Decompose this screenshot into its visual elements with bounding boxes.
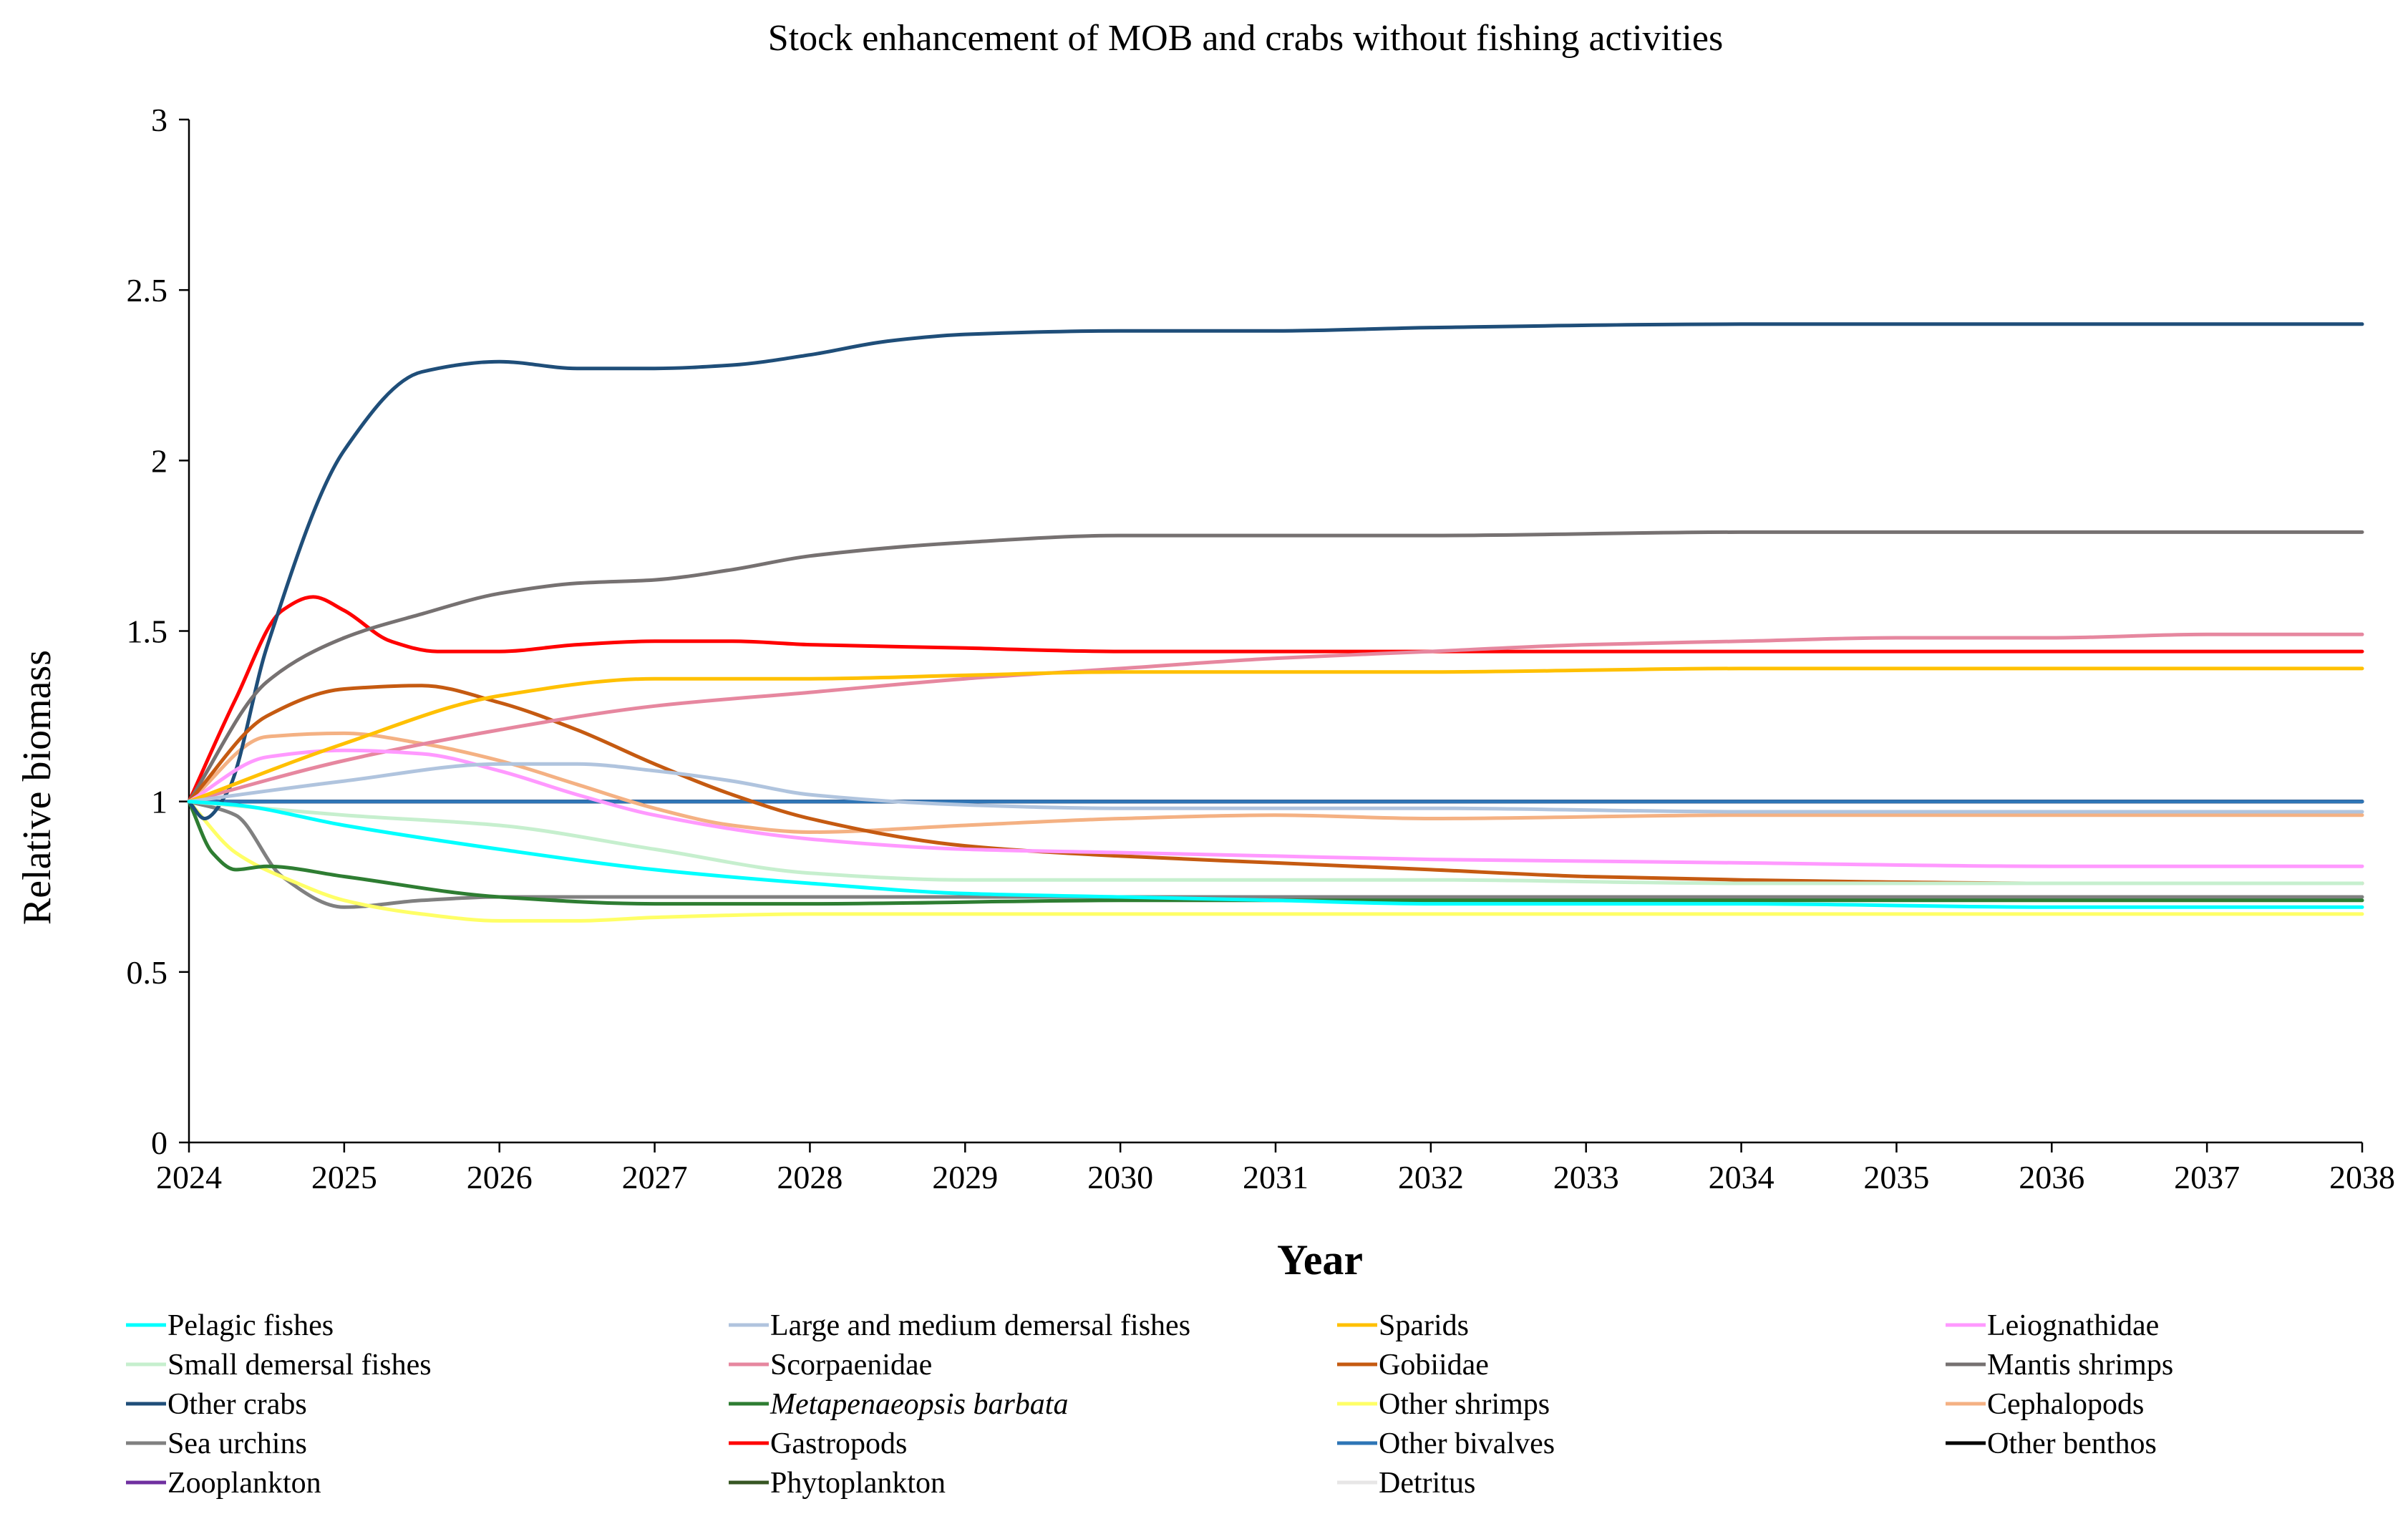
y-tick-label: 1.5: [127, 613, 168, 650]
x-tick-label: 2030: [1087, 1159, 1153, 1195]
series-line-leiognathidae: [187, 748, 2364, 868]
legend-label: Other shrimps: [1379, 1388, 1550, 1421]
y-tick-label: 3: [151, 102, 168, 138]
y-axis-label: Relative biomass: [15, 650, 59, 925]
y-tick-label: 0.5: [127, 954, 168, 991]
x-tick-label: 2031: [1243, 1159, 1309, 1195]
x-tick-label: 2032: [1398, 1159, 1464, 1195]
chart-title: Stock enhancement of MOB and crabs witho…: [768, 18, 1723, 59]
legend-item-pelagic-fishes: Pelagic fishes: [126, 1309, 334, 1342]
legend-label: Sparids: [1379, 1309, 1469, 1342]
x-axis-label: Year: [1277, 1236, 1363, 1283]
x-tick-label: 2034: [1709, 1159, 1775, 1195]
legend-item-zooplankton: Zooplankton: [126, 1467, 321, 1500]
x-tick-label: 2037: [2174, 1159, 2240, 1195]
series-line-other-crabs: [187, 322, 2364, 820]
legend-label: Scorpaenidae: [770, 1349, 932, 1382]
legend-item-other-bivalves: Other bivalves: [1337, 1427, 1555, 1460]
legend-item-mantis-shrimps: Mantis shrimps: [1946, 1349, 2173, 1382]
legend-label: Metapenaeopsis barbata: [770, 1388, 1068, 1421]
series-line-small-demersal-fishes: [187, 800, 2364, 885]
legend-item-small-demersal-fishes: Small demersal fishes: [126, 1349, 432, 1382]
legend-label: Zooplankton: [168, 1467, 321, 1500]
x-tick-label: 2028: [777, 1159, 843, 1195]
legend-label: Gobiidae: [1379, 1349, 1489, 1382]
legend-label: Mantis shrimps: [1987, 1349, 2173, 1382]
y-tick-label: 1: [151, 784, 168, 820]
legend-label: Other bivalves: [1379, 1427, 1555, 1460]
y-tick-label: 2.5: [127, 272, 168, 309]
series-line-other-shrimps: [187, 800, 2364, 923]
legend-item-scorpaenidae: Scorpaenidae: [729, 1349, 932, 1382]
legend-item-sea-urchins: Sea urchins: [126, 1427, 307, 1460]
legend-label: Detritus: [1379, 1467, 1475, 1500]
legend-item-gobiidae: Gobiidae: [1337, 1349, 1489, 1382]
legend-item-metapenaeopsis-barbata: Metapenaeopsis barbata: [729, 1388, 1068, 1421]
legend-item-cephalopods: Cephalopods: [1946, 1388, 2144, 1421]
x-tick-label: 2033: [1553, 1159, 1619, 1195]
series-line-cephalopods: [187, 731, 2364, 834]
y-tick-label: 2: [151, 442, 168, 479]
legend-label: Leiognathidae: [1987, 1309, 2159, 1342]
legend-label: Sea urchins: [168, 1427, 307, 1460]
legend-item-sparids: Sparids: [1337, 1309, 1469, 1342]
legend: Pelagic fishes Large and medium demersal …: [126, 1309, 2173, 1500]
y-tick-label: 0: [151, 1125, 168, 1161]
series-lines: [187, 322, 2364, 923]
series-line-pelagic-fishes: [187, 800, 2364, 909]
legend-label: Other benthos: [1987, 1427, 2157, 1460]
legend-label: Other crabs: [168, 1388, 307, 1421]
x-tick-label: 2038: [2329, 1159, 2395, 1195]
legend-item-detritus: Detritus: [1337, 1467, 1475, 1500]
x-tick-label: 2027: [622, 1159, 688, 1195]
series-line-large-and-medium-demersal-fishes: [187, 762, 2364, 814]
legend-label: Small demersal fishes: [168, 1349, 432, 1382]
series-line-scorpaenidae: [187, 632, 2364, 804]
legend-item-other-shrimps: Other shrimps: [1337, 1388, 1550, 1421]
series-line-mantis-shrimps: [187, 530, 2364, 804]
axes: 0 0.5 1 1.5 2 2.5 3 2024 2025 2026 2027 2028 2029 203…: [127, 102, 2396, 1195]
legend-item-other-benthos: Other benthos: [1946, 1427, 2157, 1460]
legend-item-other-crabs: Other crabs: [126, 1388, 307, 1421]
legend-label: Large and medium demersal fishes: [770, 1309, 1190, 1342]
x-tick-label: 2036: [2019, 1159, 2084, 1195]
series-line-metapenaeopsis-barbata: [187, 800, 2364, 906]
legend-label: Pelagic fishes: [168, 1309, 334, 1342]
legend-label: Gastropods: [770, 1427, 907, 1460]
x-tick-label: 2025: [311, 1159, 377, 1195]
series-line-gobiidae: [187, 684, 2364, 885]
series-line-sea-urchins: [187, 800, 2364, 909]
legend-item-gastropods: Gastropods: [729, 1427, 907, 1460]
legend-item-large-and-medium-demersal-fishes: Large and medium demersal fishes: [729, 1309, 1190, 1342]
legend-label: Cephalopods: [1987, 1388, 2144, 1421]
legend-label: Phytoplankton: [770, 1467, 946, 1500]
x-tick-label: 2035: [1863, 1159, 1929, 1195]
x-tick-label: 2024: [156, 1159, 222, 1195]
x-tick-label: 2029: [932, 1159, 998, 1195]
series-line-sparids: [187, 666, 2364, 804]
legend-item-phytoplankton: Phytoplankton: [729, 1467, 946, 1500]
series-line-gastropods: [187, 595, 2364, 804]
legend-item-leiognathidae: Leiognathidae: [1946, 1309, 2159, 1342]
x-tick-label: 2026: [467, 1159, 533, 1195]
